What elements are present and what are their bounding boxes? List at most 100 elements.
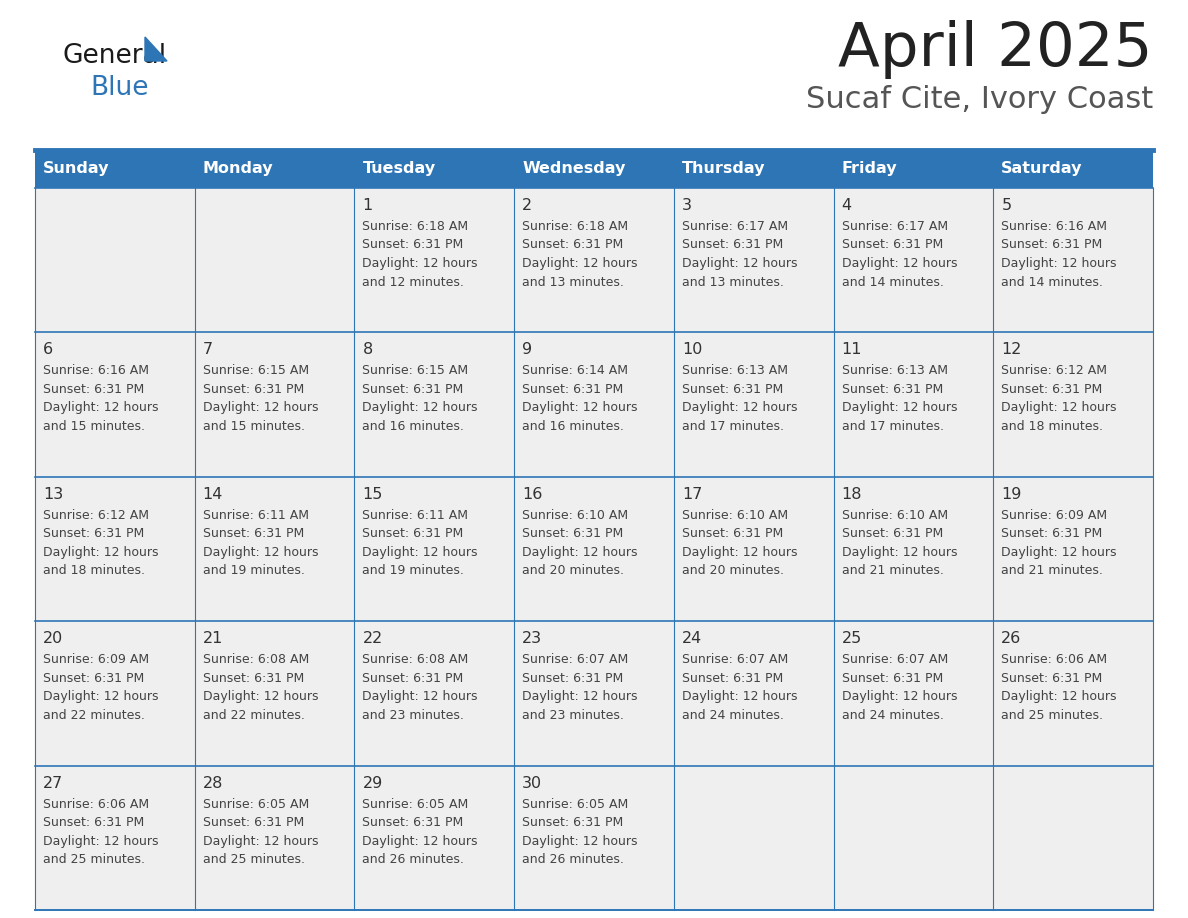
Text: Sunset: 6:31 PM: Sunset: 6:31 PM	[1001, 383, 1102, 396]
Text: 7: 7	[203, 342, 213, 357]
Text: Tuesday: Tuesday	[362, 162, 436, 176]
Text: and 16 minutes.: and 16 minutes.	[523, 420, 624, 433]
Text: and 25 minutes.: and 25 minutes.	[203, 853, 304, 866]
Text: Sunset: 6:31 PM: Sunset: 6:31 PM	[362, 672, 463, 685]
Text: 20: 20	[43, 632, 63, 646]
Text: Sunset: 6:31 PM: Sunset: 6:31 PM	[523, 239, 624, 252]
Text: and 21 minutes.: and 21 minutes.	[841, 565, 943, 577]
Text: 10: 10	[682, 342, 702, 357]
Text: Daylight: 12 hours: Daylight: 12 hours	[682, 690, 797, 703]
Text: Sunset: 6:31 PM: Sunset: 6:31 PM	[1001, 527, 1102, 541]
Text: Sunset: 6:31 PM: Sunset: 6:31 PM	[43, 527, 144, 541]
Text: and 13 minutes.: and 13 minutes.	[682, 275, 784, 288]
Text: Daylight: 12 hours: Daylight: 12 hours	[43, 690, 158, 703]
Text: 28: 28	[203, 776, 223, 790]
Text: Daylight: 12 hours: Daylight: 12 hours	[841, 257, 958, 270]
Text: Sunset: 6:31 PM: Sunset: 6:31 PM	[682, 383, 783, 396]
Text: Sunset: 6:31 PM: Sunset: 6:31 PM	[523, 383, 624, 396]
Text: and 22 minutes.: and 22 minutes.	[43, 709, 145, 722]
Text: Sunrise: 6:08 AM: Sunrise: 6:08 AM	[203, 654, 309, 666]
Text: Sunset: 6:31 PM: Sunset: 6:31 PM	[43, 383, 144, 396]
Text: Daylight: 12 hours: Daylight: 12 hours	[362, 834, 478, 847]
Text: and 19 minutes.: and 19 minutes.	[203, 565, 304, 577]
Bar	[34, 621, 1154, 766]
Text: Sunrise: 6:10 AM: Sunrise: 6:10 AM	[841, 509, 948, 521]
Text: Daylight: 12 hours: Daylight: 12 hours	[43, 546, 158, 559]
Text: 14: 14	[203, 487, 223, 502]
Text: Sunrise: 6:13 AM: Sunrise: 6:13 AM	[841, 364, 948, 377]
Text: 13: 13	[43, 487, 63, 502]
Text: Sunrise: 6:07 AM: Sunrise: 6:07 AM	[523, 654, 628, 666]
Text: Sunset: 6:31 PM: Sunset: 6:31 PM	[523, 527, 624, 541]
Text: and 15 minutes.: and 15 minutes.	[43, 420, 145, 433]
Text: Sunrise: 6:09 AM: Sunrise: 6:09 AM	[43, 654, 150, 666]
Text: 11: 11	[841, 342, 862, 357]
Text: Sunrise: 6:05 AM: Sunrise: 6:05 AM	[362, 798, 469, 811]
Text: Sunrise: 6:17 AM: Sunrise: 6:17 AM	[841, 220, 948, 233]
Text: and 12 minutes.: and 12 minutes.	[362, 275, 465, 288]
Text: 16: 16	[523, 487, 543, 502]
Text: and 21 minutes.: and 21 minutes.	[1001, 565, 1104, 577]
Bar	[34, 476, 1154, 621]
Text: Thursday: Thursday	[682, 162, 765, 176]
Text: 25: 25	[841, 632, 861, 646]
Text: and 14 minutes.: and 14 minutes.	[841, 275, 943, 288]
Text: Sunrise: 6:15 AM: Sunrise: 6:15 AM	[203, 364, 309, 377]
Text: Daylight: 12 hours: Daylight: 12 hours	[362, 401, 478, 414]
Text: Sunrise: 6:06 AM: Sunrise: 6:06 AM	[1001, 654, 1107, 666]
Text: Sunset: 6:31 PM: Sunset: 6:31 PM	[682, 239, 783, 252]
Text: Daylight: 12 hours: Daylight: 12 hours	[43, 401, 158, 414]
Text: Sunrise: 6:17 AM: Sunrise: 6:17 AM	[682, 220, 788, 233]
Text: Daylight: 12 hours: Daylight: 12 hours	[1001, 690, 1117, 703]
Text: Daylight: 12 hours: Daylight: 12 hours	[523, 690, 638, 703]
Text: and 17 minutes.: and 17 minutes.	[841, 420, 943, 433]
Text: 6: 6	[43, 342, 53, 357]
Text: 15: 15	[362, 487, 383, 502]
Text: Blue: Blue	[90, 75, 148, 101]
Text: Daylight: 12 hours: Daylight: 12 hours	[841, 401, 958, 414]
Text: Daylight: 12 hours: Daylight: 12 hours	[1001, 401, 1117, 414]
Text: Sunset: 6:31 PM: Sunset: 6:31 PM	[362, 816, 463, 829]
Bar	[195, 150, 354, 188]
Text: 5: 5	[1001, 198, 1011, 213]
Text: Daylight: 12 hours: Daylight: 12 hours	[682, 257, 797, 270]
Text: 21: 21	[203, 632, 223, 646]
Text: 30: 30	[523, 776, 542, 790]
Text: 22: 22	[362, 632, 383, 646]
Text: Sunset: 6:31 PM: Sunset: 6:31 PM	[203, 383, 304, 396]
Text: and 24 minutes.: and 24 minutes.	[682, 709, 784, 722]
Text: Monday: Monday	[203, 162, 273, 176]
Text: Sunrise: 6:06 AM: Sunrise: 6:06 AM	[43, 798, 150, 811]
Text: Sunrise: 6:07 AM: Sunrise: 6:07 AM	[682, 654, 788, 666]
Bar	[34, 766, 1154, 910]
Text: 4: 4	[841, 198, 852, 213]
Bar	[514, 150, 674, 188]
Text: Sunset: 6:31 PM: Sunset: 6:31 PM	[203, 672, 304, 685]
Text: Sunset: 6:31 PM: Sunset: 6:31 PM	[43, 816, 144, 829]
Text: 23: 23	[523, 632, 542, 646]
Text: Sunrise: 6:16 AM: Sunrise: 6:16 AM	[43, 364, 148, 377]
Bar	[34, 150, 195, 188]
Text: Sunrise: 6:15 AM: Sunrise: 6:15 AM	[362, 364, 468, 377]
Text: Daylight: 12 hours: Daylight: 12 hours	[682, 401, 797, 414]
Text: Sunset: 6:31 PM: Sunset: 6:31 PM	[841, 527, 943, 541]
Text: Sunrise: 6:12 AM: Sunrise: 6:12 AM	[1001, 364, 1107, 377]
Text: and 23 minutes.: and 23 minutes.	[362, 709, 465, 722]
Text: and 19 minutes.: and 19 minutes.	[362, 565, 465, 577]
Bar	[834, 150, 993, 188]
Text: Sunset: 6:31 PM: Sunset: 6:31 PM	[43, 672, 144, 685]
Text: Sunrise: 6:10 AM: Sunrise: 6:10 AM	[523, 509, 628, 521]
Bar	[674, 150, 834, 188]
Text: Daylight: 12 hours: Daylight: 12 hours	[43, 834, 158, 847]
Bar	[354, 150, 514, 188]
Text: Daylight: 12 hours: Daylight: 12 hours	[203, 546, 318, 559]
Polygon shape	[145, 37, 168, 61]
Text: Daylight: 12 hours: Daylight: 12 hours	[523, 546, 638, 559]
Text: General: General	[62, 43, 166, 69]
Text: Daylight: 12 hours: Daylight: 12 hours	[523, 401, 638, 414]
Text: Daylight: 12 hours: Daylight: 12 hours	[362, 690, 478, 703]
Text: Daylight: 12 hours: Daylight: 12 hours	[523, 834, 638, 847]
Text: Sunset: 6:31 PM: Sunset: 6:31 PM	[523, 672, 624, 685]
Text: Wednesday: Wednesday	[523, 162, 626, 176]
Text: Friday: Friday	[841, 162, 897, 176]
